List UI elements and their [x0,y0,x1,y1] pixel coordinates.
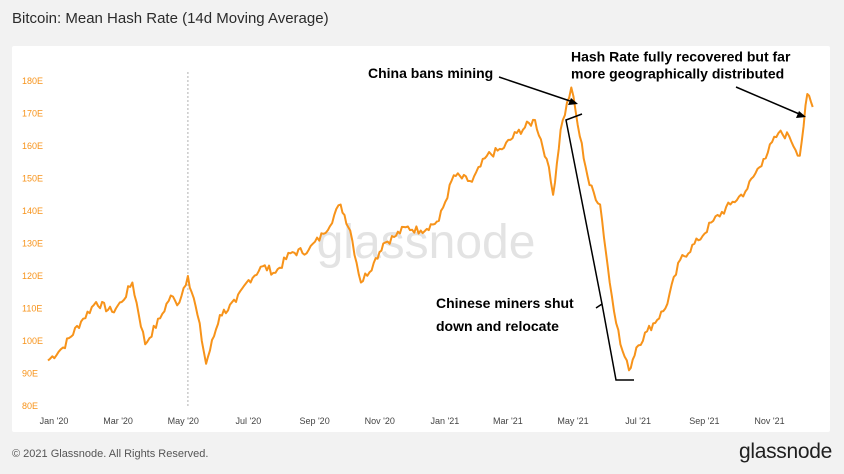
y-tick-label: 150E [22,174,43,184]
y-tick-label: 170E [22,109,43,119]
x-tick-label: Jan '21 [430,416,459,426]
x-tick-label: Nov '21 [754,416,784,426]
y-tick-label: 130E [22,239,43,249]
line-chart: glassnode 80E 90E 100E 110E 120E 130E 140E 150E… [22,48,814,426]
y-tick-label: 90E [22,369,38,379]
arrow-recovered [735,86,805,117]
copyright-text: © 2021 Glassnode. All Rights Reserved. [12,448,209,460]
x-tick-label: Jul '20 [236,416,262,426]
x-axis: Jan '20 Mar '20 May '20 Jul '20 Sep '20 Nov '… [40,416,785,426]
y-tick-label: 80E [22,401,38,411]
annotation-china-bans: China bans mining [368,65,493,81]
series-line [47,86,814,372]
chart-title: Bitcoin: Mean Hash Rate (14d Moving Aver… [12,10,329,27]
x-tick-label: May '21 [557,416,588,426]
x-tick-label: Sep '20 [299,416,329,426]
x-tick-label: Jan '20 [40,416,69,426]
x-tick-label: Nov '20 [365,416,395,426]
x-tick-label: Jul '21 [625,416,651,426]
y-tick-label: 180E [22,76,43,86]
x-tick-label: Mar '21 [493,416,523,426]
x-tick-label: Mar '20 [103,416,133,426]
annotation-recovered-line1: Hash Rate fully recovered but far [571,48,791,64]
y-tick-label: 110E [22,304,42,314]
annotation-relocate-line1: Chinese miners shut [436,295,574,311]
y-tick-label: 120E [22,271,43,281]
arrowhead-recovered [796,111,806,118]
annotation-recovered-line2: more geographically distributed [571,65,784,81]
bracket [565,113,634,381]
y-tick-label: 140E [22,206,43,216]
chart-panel: glassnode 80E 90E 100E 110E 120E 130E 140E 150E… [12,46,830,432]
y-tick-label: 100E [22,336,43,346]
y-tick-label: 160E [22,141,43,151]
x-tick-label: May '20 [168,416,199,426]
brand-logo: glassnode [738,440,832,463]
y-axis: 80E 90E 100E 110E 120E 130E 140E 150E 160E 170E 18… [22,76,43,411]
watermark: glassnode [317,216,536,269]
x-tick-label: Sep '21 [689,416,719,426]
annotation-relocate-line2: down and relocate [436,318,559,334]
arrow-china-bans [498,76,577,104]
arrowhead-china-bans [568,98,578,105]
